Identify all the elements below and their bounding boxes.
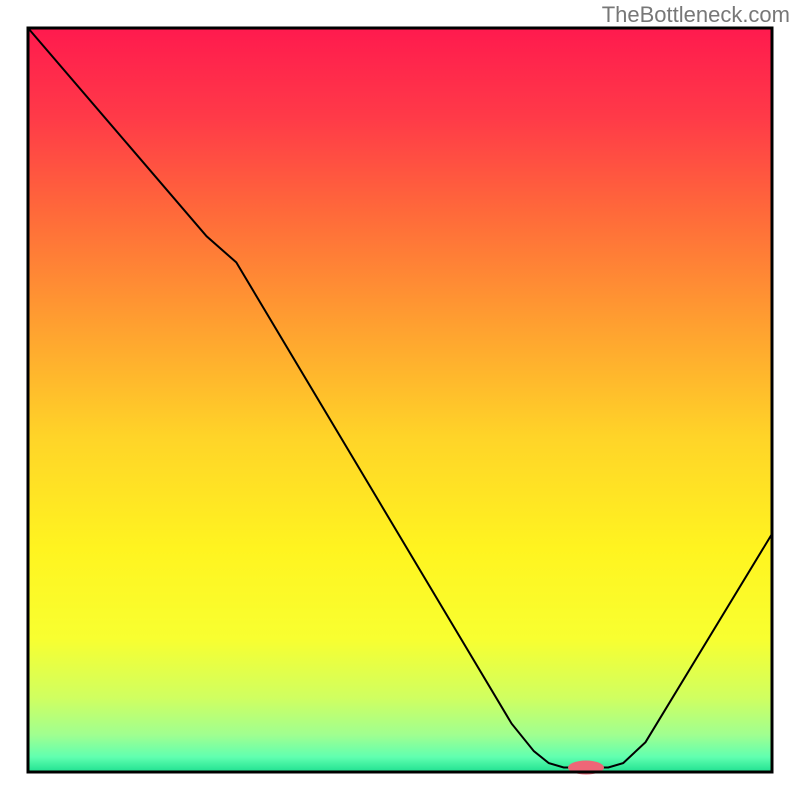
plot-background [28, 28, 772, 772]
chart-container: TheBottleneck.com [0, 0, 800, 800]
watermark-text: TheBottleneck.com [602, 2, 790, 28]
bottleneck-chart [0, 0, 800, 800]
